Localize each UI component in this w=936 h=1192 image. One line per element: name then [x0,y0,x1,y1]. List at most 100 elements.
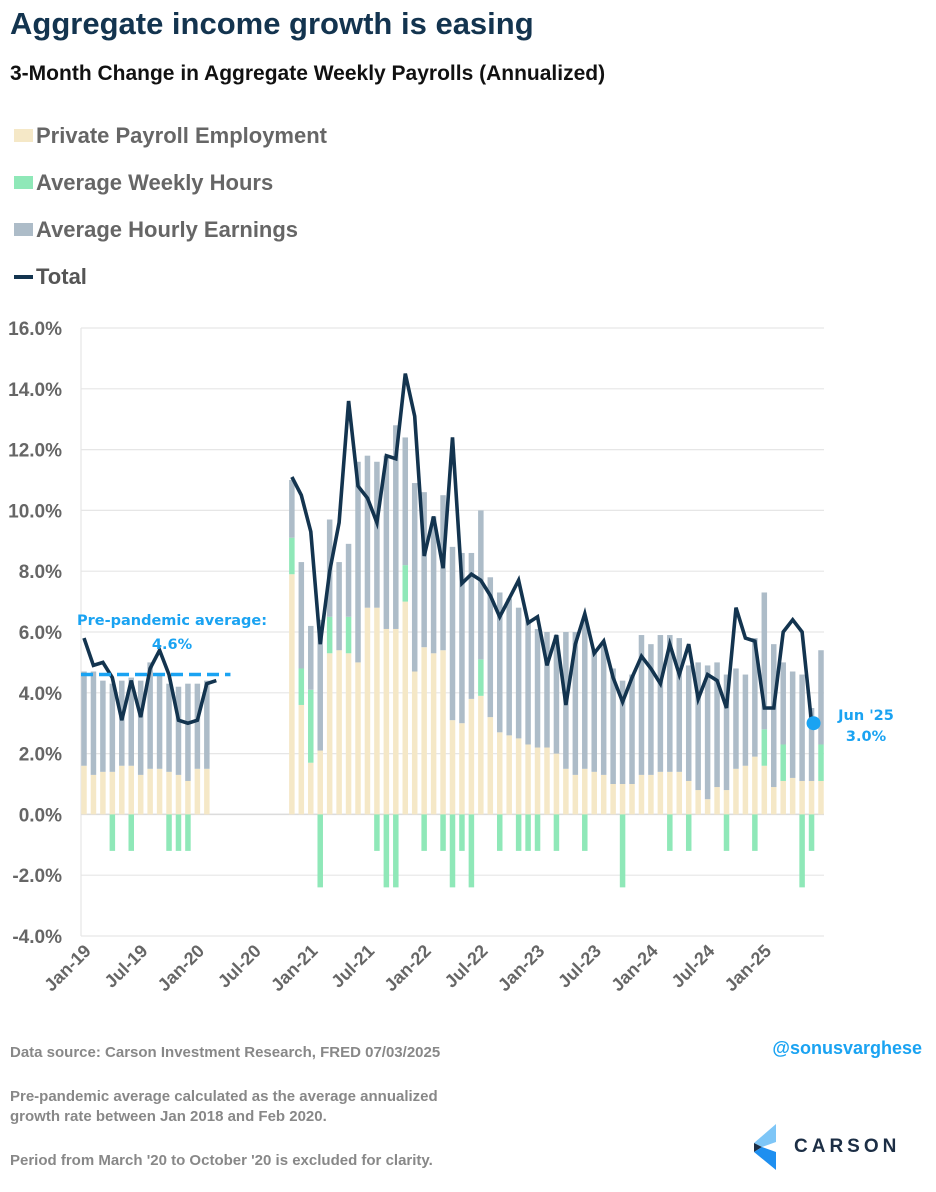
bar-weekly-hours [553,814,560,851]
bar-private-payroll [487,717,494,815]
bar-private-payroll [771,787,777,815]
bar-hourly-earnings [553,635,560,754]
legend-label: Total [36,263,87,289]
bar-weekly-hours [685,814,692,851]
annotations: Pre-pandemic average: 4.6% Jun '25 3.0% [77,613,894,745]
bar-private-payroll [619,784,626,815]
bar-weekly-hours [402,565,409,602]
bar-hourly-earnings [752,638,758,757]
bar-hourly-earnings [704,665,711,800]
bar-weekly-hours [166,814,172,851]
y-tick-label: 2.0% [19,745,62,766]
bar-hourly-earnings [771,644,777,788]
bar-weekly-hours [534,814,541,851]
bar-weekly-hours [799,814,805,888]
y-tick-label: 10.0% [8,501,62,522]
total-line-segment [290,373,814,724]
bar-hourly-earnings [789,671,796,778]
bar-hourly-earnings [714,662,720,788]
bar-weekly-hours [185,814,191,851]
bar-hourly-earnings [600,644,607,775]
bar-hourly-earnings [355,461,361,663]
y-tick-label: 12.0% [8,441,62,462]
bar-private-payroll [289,574,295,815]
bar-private-payroll [383,628,390,815]
x-tick-label: Jul-23 [554,941,605,992]
bar-hourly-earnings [137,680,144,775]
bar-weekly-hours [515,814,522,851]
bar-private-payroll [326,653,333,815]
y-tick-label: 14.0% [8,380,62,401]
legend-item-weekly-hours: Average Weekly Hours [14,159,327,206]
bars [81,425,824,888]
bar-hourly-earnings [411,483,418,672]
bar-hourly-earnings [449,546,456,721]
bar-hourly-earnings [723,674,730,791]
bar-private-payroll [695,790,701,815]
bar-hourly-earnings [156,674,163,769]
bar-private-payroll [100,771,106,815]
y-tick-label: 16.0% [8,319,62,340]
bar-private-payroll [563,768,569,815]
bar-hourly-earnings [421,492,427,648]
x-tick-label: Jan-24 [607,941,661,995]
x-tick-label: Jul-22 [441,941,492,992]
bar-private-payroll [364,607,371,815]
bar-private-payroll [440,650,446,815]
bar-weekly-hours [383,814,390,888]
bar-weekly-hours [326,616,333,654]
bar-private-payroll [308,762,314,815]
bar-private-payroll [402,601,409,815]
bar-weekly-hours [468,814,475,888]
bar-hourly-earnings [393,425,399,629]
bar-hourly-earnings [194,683,201,769]
latest-point-value: 3.0% [846,729,887,745]
legend-label: Average Weekly Hours [36,169,274,195]
total-line [82,373,814,726]
y-tick-label: 0.0% [19,805,62,826]
bar-private-payroll [799,780,805,815]
bar-private-payroll [119,765,125,815]
bar-hourly-earnings [648,644,654,775]
bar-hourly-earnings [478,510,484,660]
bar-private-payroll [818,780,824,815]
bar-private-payroll [572,774,579,815]
bar-weekly-hours [808,814,815,851]
legend-label: Private Payroll Employment [36,122,327,148]
bar-private-payroll [137,774,144,815]
bar-weekly-hours [619,814,626,888]
bar-hourly-earnings [629,674,635,784]
latest-point-marker [806,716,821,731]
bar-private-payroll [345,653,352,815]
bar-private-payroll [714,787,720,815]
total-line-segment [82,637,217,726]
bar-private-payroll [534,747,541,815]
bar-hourly-earnings [383,455,390,629]
pre-pandemic-average-value: 4.6% [152,637,193,653]
bar-weekly-hours [308,689,314,763]
bar-private-payroll [638,774,645,815]
bar-hourly-earnings [761,592,768,730]
bar-private-payroll [459,723,465,815]
bar-hourly-earnings [147,662,153,769]
bar-private-payroll [449,720,456,815]
bar-private-payroll [544,747,550,815]
bar-weekly-hours [393,814,399,888]
bar-weekly-hours [175,814,182,851]
x-tick-label: Jan-22 [381,941,435,995]
bar-hourly-earnings [515,607,522,739]
x-tick-label: Jan-21 [267,941,321,995]
bar-hourly-earnings [657,635,664,772]
bar-weekly-hours [525,814,531,851]
bar-private-payroll [468,698,475,815]
bar-private-payroll [648,774,654,815]
bar-private-payroll [128,765,134,815]
bar-private-payroll [582,768,588,815]
bar-hourly-earnings [695,662,701,791]
bar-private-payroll [478,695,484,815]
bar-private-payroll [629,784,635,815]
bar-private-payroll [204,768,210,815]
bar-private-payroll [553,753,560,815]
twitter-handle[interactable]: @sonusvarghese [772,1038,922,1058]
note-line-1: Pre-pandemic average calculated as the a… [10,1088,438,1105]
